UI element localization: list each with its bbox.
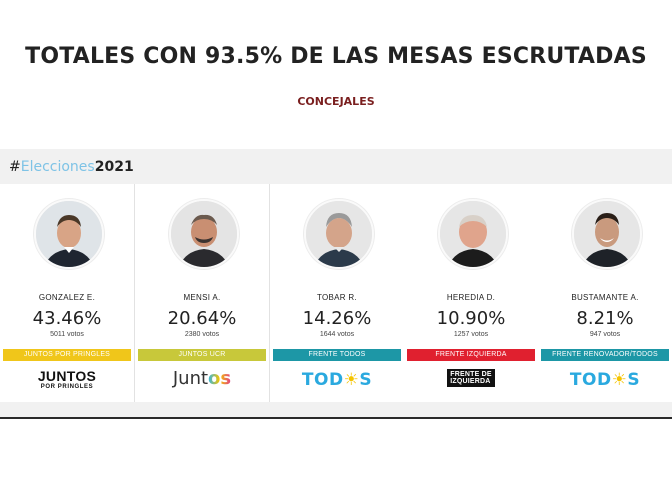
candidate-name: GONZALEZ E.: [38, 293, 96, 302]
candidate-photo: [438, 199, 508, 269]
candidate-card: GONZALEZ E. 43.46% 5011 votos JUNTOS POR…: [0, 184, 135, 402]
fit-logo-box: FRENTE DE IZQUIERDA: [447, 369, 495, 387]
candidate-card: BUSTAMANTE A. 8.21% 947 votos FRENTE REN…: [538, 184, 672, 402]
candidate-percent: 20.64%: [167, 308, 237, 329]
candidate-name: HEREDIA D.: [446, 293, 496, 302]
party-badge: JUNTOS POR PRINGLES: [3, 349, 131, 361]
candidate-votes: 947 votos: [589, 331, 621, 338]
party-logo-main: TOD: [569, 370, 612, 390]
party-logo-main: Junt: [172, 368, 209, 389]
party-logo: TOD☀S: [538, 369, 672, 395]
party-logo-sub: os: [208, 368, 232, 389]
hashtag-label: #Elecciones2021: [9, 159, 134, 175]
hashtag-main: Elecciones: [20, 159, 95, 175]
party-logo-main: FRENTE DE: [450, 371, 492, 378]
party-logo-sub: POR PRINGLES: [40, 384, 94, 390]
party-logo: TOD☀S: [270, 369, 404, 395]
candidate-percent: 43.46%: [32, 308, 102, 329]
candidate-votes: 1644 votos: [319, 331, 355, 338]
party-logo-sub: S: [359, 370, 373, 390]
party-logo: FRENTE DE IZQUIERDA: [404, 369, 538, 395]
party-badge: FRENTE IZQUIERDA: [407, 349, 535, 361]
candidate-name: TOBAR R.: [316, 293, 358, 302]
candidate-percent: 14.26%: [302, 308, 372, 329]
candidate-votes: 5011 votos: [50, 331, 84, 338]
party-logo-sub: S: [627, 370, 641, 390]
candidate-votes: 2380 votos: [184, 331, 220, 338]
page-headline: TOTALES CON 93.5% DE LAS MESAS ESCRUTADA…: [25, 44, 647, 69]
sun-icon: ☀: [343, 370, 360, 390]
hashtag-year: 2021: [94, 159, 134, 175]
party-logo-main: TOD: [301, 370, 344, 390]
candidate-card: MENSI A. 20.64% 2380 votos JUNTOS UCR Ju…: [135, 184, 270, 402]
candidate-votes: 1257 votos: [453, 331, 489, 338]
party-logo: Juntos: [135, 369, 269, 395]
candidate-name: BUSTAMANTE A.: [571, 293, 639, 302]
candidate-card: HEREDIA D. 10.90% 1257 votos FRENTE IZQU…: [404, 184, 539, 402]
party-badge: FRENTE TODOS: [273, 349, 401, 361]
candidate-photo: [304, 199, 374, 269]
hashtag-prefix: #: [9, 159, 21, 175]
party-logo-main: JUNTOS: [37, 368, 97, 384]
party-logo: JUNTOS POR PRINGLES: [0, 369, 134, 395]
category-label: CONCEJALES: [297, 95, 375, 108]
candidate-name: MENSI A.: [183, 293, 221, 302]
election-results-widget: #Elecciones2021 GONZALEZ E. 43.46% 5011 …: [0, 149, 672, 419]
candidate-photo: [169, 199, 239, 269]
candidate-card: TOBAR R. 14.26% 1644 votos FRENTE TODOS …: [270, 184, 405, 402]
candidate-percent: 10.90%: [436, 308, 506, 329]
party-badge: JUNTOS UCR: [138, 349, 266, 361]
candidate-photo: [572, 199, 642, 269]
party-badge: FRENTE RENOVADOR/TODOS: [541, 349, 669, 361]
party-logo-sub: IZQUIERDA: [450, 378, 491, 385]
candidate-photo: [34, 199, 104, 269]
candidate-percent: 8.21%: [576, 308, 634, 329]
candidate-cards: GONZALEZ E. 43.46% 5011 votos JUNTOS POR…: [0, 184, 672, 402]
sun-icon: ☀: [611, 370, 628, 390]
